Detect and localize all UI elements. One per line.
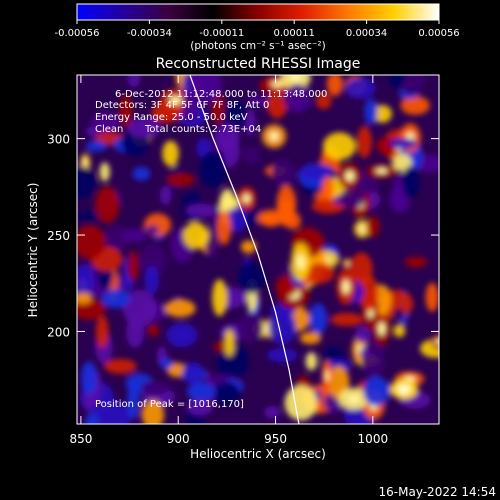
- annotation-energy-range: Energy Range: 25.0 - 50.0 keV: [95, 112, 248, 123]
- y-tick-label: 300: [47, 133, 70, 147]
- heatmap-image: [77, 75, 439, 424]
- colorbar-tick-label: 0.00034: [346, 28, 387, 39]
- annotation-detectors: Detectors: 3F 4F 5F 6F 7F 8F, Att 0: [95, 100, 269, 111]
- solar-limb-curve: [189, 75, 300, 424]
- x-tick-label: 1000: [358, 432, 389, 446]
- chart-title: Reconstructed RHESSI Image: [156, 56, 361, 72]
- footer-timestamp: 16-May-2022 14:54: [379, 485, 496, 499]
- annotation-total-counts: Total counts: 2.73E+04: [144, 124, 261, 135]
- colorbar: [76, 3, 440, 21]
- axis-ticks: 850 900 950 1000 200 250 300: [47, 75, 439, 446]
- y-tick-label: 200: [47, 325, 70, 339]
- x-tick-label: 950: [264, 432, 287, 446]
- colorbar-tick-label: 0.00011: [274, 28, 315, 39]
- y-axis-label: Heliocentric Y (arcsec): [26, 183, 40, 318]
- colorbar-tick-label: 0.00056: [418, 28, 459, 39]
- colorbar-tick-label: -0.00011: [199, 28, 244, 39]
- x-tick-label: 900: [167, 432, 190, 446]
- annotation-clean: Clean: [95, 124, 123, 135]
- y-tick-label: 250: [47, 229, 70, 243]
- colorbar-tick-label: -0.00034: [127, 28, 172, 39]
- x-tick-label: 850: [69, 432, 92, 446]
- colorbar-ticks: -0.00056 -0.00034 -0.00011 0.00011 0.00034 0.…: [55, 20, 460, 39]
- colorbar-unit-label: (photons cm⁻² s⁻¹ asec⁻²): [190, 40, 325, 52]
- x-axis-label: Heliocentric X (arcsec): [190, 447, 326, 461]
- colorbar-tick-label: -0.00056: [55, 28, 100, 39]
- plot-frame: [76, 74, 440, 425]
- annotation-peak-position: Position of Peak = [1016,170]: [95, 399, 244, 410]
- annotation-time-range: 6-Dec-2012 11:12:48.000 to 11:13:48.000: [115, 89, 327, 100]
